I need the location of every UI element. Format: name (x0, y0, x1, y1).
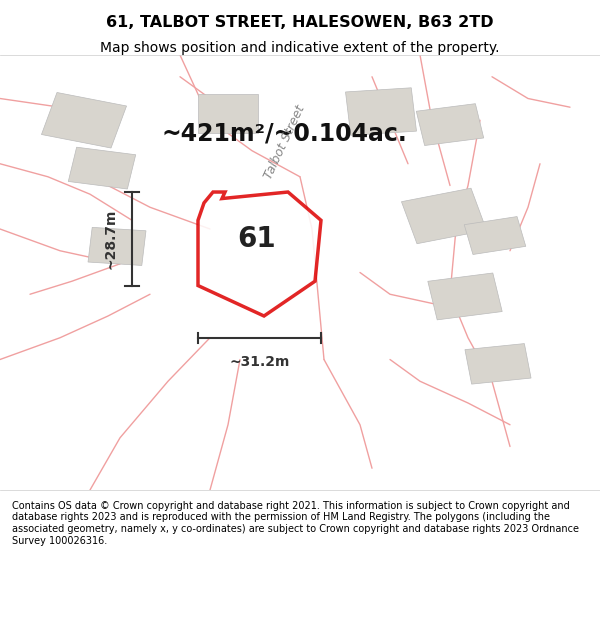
FancyBboxPatch shape (416, 104, 484, 146)
FancyBboxPatch shape (88, 228, 146, 266)
Text: ~31.2m: ~31.2m (229, 355, 290, 369)
FancyBboxPatch shape (198, 94, 258, 133)
FancyBboxPatch shape (428, 273, 502, 320)
FancyBboxPatch shape (464, 217, 526, 254)
Text: Talbot Street: Talbot Street (262, 103, 308, 181)
FancyBboxPatch shape (401, 188, 487, 244)
Text: 61, TALBOT STREET, HALESOWEN, B63 2TD: 61, TALBOT STREET, HALESOWEN, B63 2TD (106, 16, 494, 31)
FancyBboxPatch shape (68, 147, 136, 189)
FancyBboxPatch shape (346, 88, 416, 135)
Text: 61: 61 (238, 225, 276, 253)
Polygon shape (198, 192, 321, 316)
Text: Map shows position and indicative extent of the property.: Map shows position and indicative extent… (100, 41, 500, 55)
FancyBboxPatch shape (465, 344, 531, 384)
Text: Contains OS data © Crown copyright and database right 2021. This information is : Contains OS data © Crown copyright and d… (12, 501, 579, 546)
FancyBboxPatch shape (41, 92, 127, 148)
Text: ~421m²/~0.104ac.: ~421m²/~0.104ac. (162, 121, 408, 145)
Text: ~28.7m: ~28.7m (103, 209, 117, 269)
